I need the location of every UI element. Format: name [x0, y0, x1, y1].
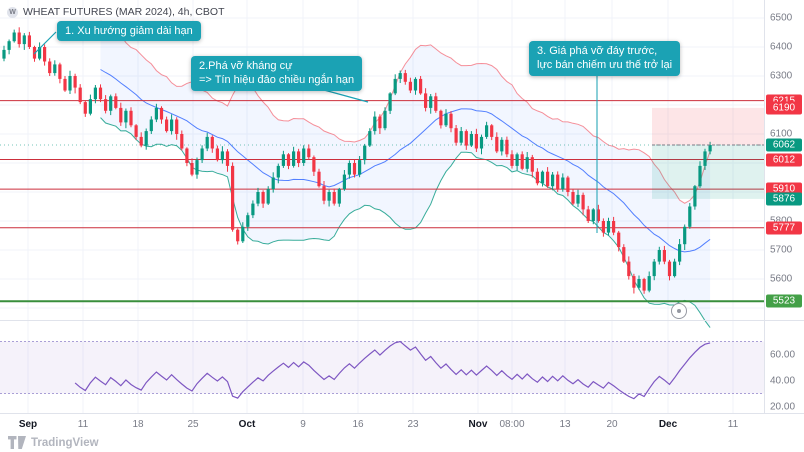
time-axis-label: 9 [300, 419, 306, 430]
annotation-note-2[interactable]: 2.Phá vỡ kháng cự => Tín hiệu đảo chiều n… [191, 56, 363, 91]
annotation-text: => Tín hiệu đảo chiều ngắn hạn [199, 74, 355, 87]
annotation-text: 2.Phá vỡ kháng cự [199, 60, 293, 72]
rsi-axis-label: 40.00 [770, 375, 796, 386]
time-axis-label: 20 [606, 419, 618, 430]
price-axis-label: 6300 [770, 70, 793, 82]
price-line-badge[interactable]: 5876 [766, 192, 802, 206]
time-axis-label: 23 [407, 419, 419, 430]
annotation-text: 1. Xu hướng giảm dài hạn [65, 25, 193, 37]
price-line-badge[interactable]: 5777 [766, 221, 802, 235]
price-line-badge[interactable]: 6012 [766, 153, 802, 167]
price-axis-label: 5800 [770, 216, 792, 227]
time-axis-label: 08:00 [499, 419, 525, 430]
price-line-badge[interactable]: 5523 [766, 294, 802, 308]
time-axis-label: 13 [559, 419, 571, 430]
price-axis-label: 6100 [770, 128, 793, 140]
time-axis-label: 25 [187, 419, 199, 430]
symbol-title[interactable]: WHEAT FUTURES (MAR 2024), 4h, CBOT [23, 6, 225, 18]
annotation-note-3[interactable]: 3. Giá phá vỡ đáy trước, lực bán chiếm ưu… [529, 41, 681, 76]
symbol-title-row: W WHEAT FUTURES (MAR 2024), 4h, CBOT [7, 6, 224, 18]
time-axis-label: 11 [77, 419, 89, 430]
time-axis-label: Nov [468, 419, 488, 430]
time-axis-label: 18 [132, 419, 144, 430]
time-axis-label: Oct [238, 419, 256, 430]
instrument-icon: W [7, 6, 18, 18]
tradingview-logo-text: TradingView [31, 436, 99, 449]
price-axis-label: 5600 [770, 273, 793, 285]
price-line-badge[interactable]: 6190 [766, 101, 802, 115]
price-line-badge[interactable]: 5910 [766, 182, 802, 196]
time-axis-label: 16 [352, 419, 364, 430]
drawing-marker-icon[interactable] [671, 303, 687, 319]
price-axis-label: 6400 [770, 41, 793, 53]
rsi-axis-label: 60.00 [770, 349, 796, 360]
annotation-text: 3. Giá phá vỡ đáy trước, [537, 45, 658, 57]
annotation-text: lực bán chiếm ưu thế trở lại [537, 59, 673, 72]
tradingview-logo-icon [8, 436, 26, 449]
price-line-badge[interactable]: 6062 [766, 138, 802, 152]
rsi-axis-label: 20.00 [770, 401, 796, 412]
time-axis-label: Dec [658, 419, 678, 430]
time-axis-label: Sep [18, 419, 38, 430]
annotation-note-1[interactable]: 1. Xu hướng giảm dài hạn [57, 21, 201, 42]
price-axis-label: 5700 [770, 244, 793, 256]
price-axis-label: 6500 [770, 12, 793, 24]
tradingview-logo[interactable]: TradingView [8, 436, 99, 449]
time-axis-label: 11 [727, 419, 739, 430]
